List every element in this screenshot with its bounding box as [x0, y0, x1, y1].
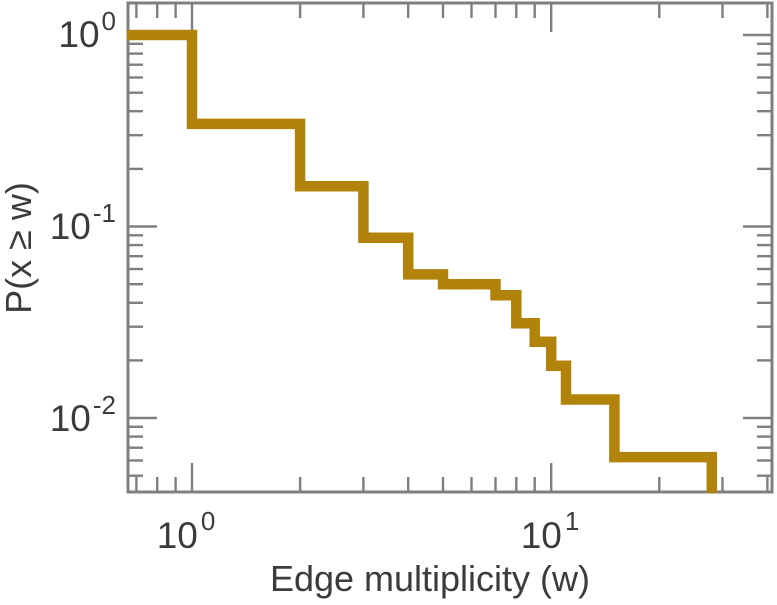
x-tick-mantissa: 10: [157, 515, 198, 556]
x-tick-mantissa: 10: [521, 515, 562, 556]
y-tick-exponent: 0: [102, 6, 116, 36]
y-tick-mantissa: 10: [50, 206, 91, 247]
y-tick-mantissa: 10: [50, 398, 91, 439]
axis-ticks: [128, 3, 772, 492]
y-tick-mantissa: 10: [58, 14, 99, 55]
x-tick-exponent: 1: [565, 506, 579, 536]
x-axis-title: Edge multiplicity (w): [270, 558, 590, 599]
y-tick-label-1e-1: 10-1: [50, 198, 116, 247]
x-tick-exponent: 0: [201, 506, 215, 536]
ccdf-curve: [127, 29, 718, 493]
plot-border: [126, 1, 774, 494]
x-tick-label-1e0: 10 0: [157, 506, 216, 556]
x-tick-label-1e1: 10 1: [521, 506, 580, 556]
y-tick-label-1e-2: 10-2: [50, 390, 116, 439]
y-tick-exponent: -1: [93, 198, 116, 228]
y-axis-title: P(x ≥ w): [0, 182, 39, 314]
y-tick-label-1e0: 100: [58, 6, 116, 55]
y-tick-exponent: -2: [93, 390, 116, 420]
